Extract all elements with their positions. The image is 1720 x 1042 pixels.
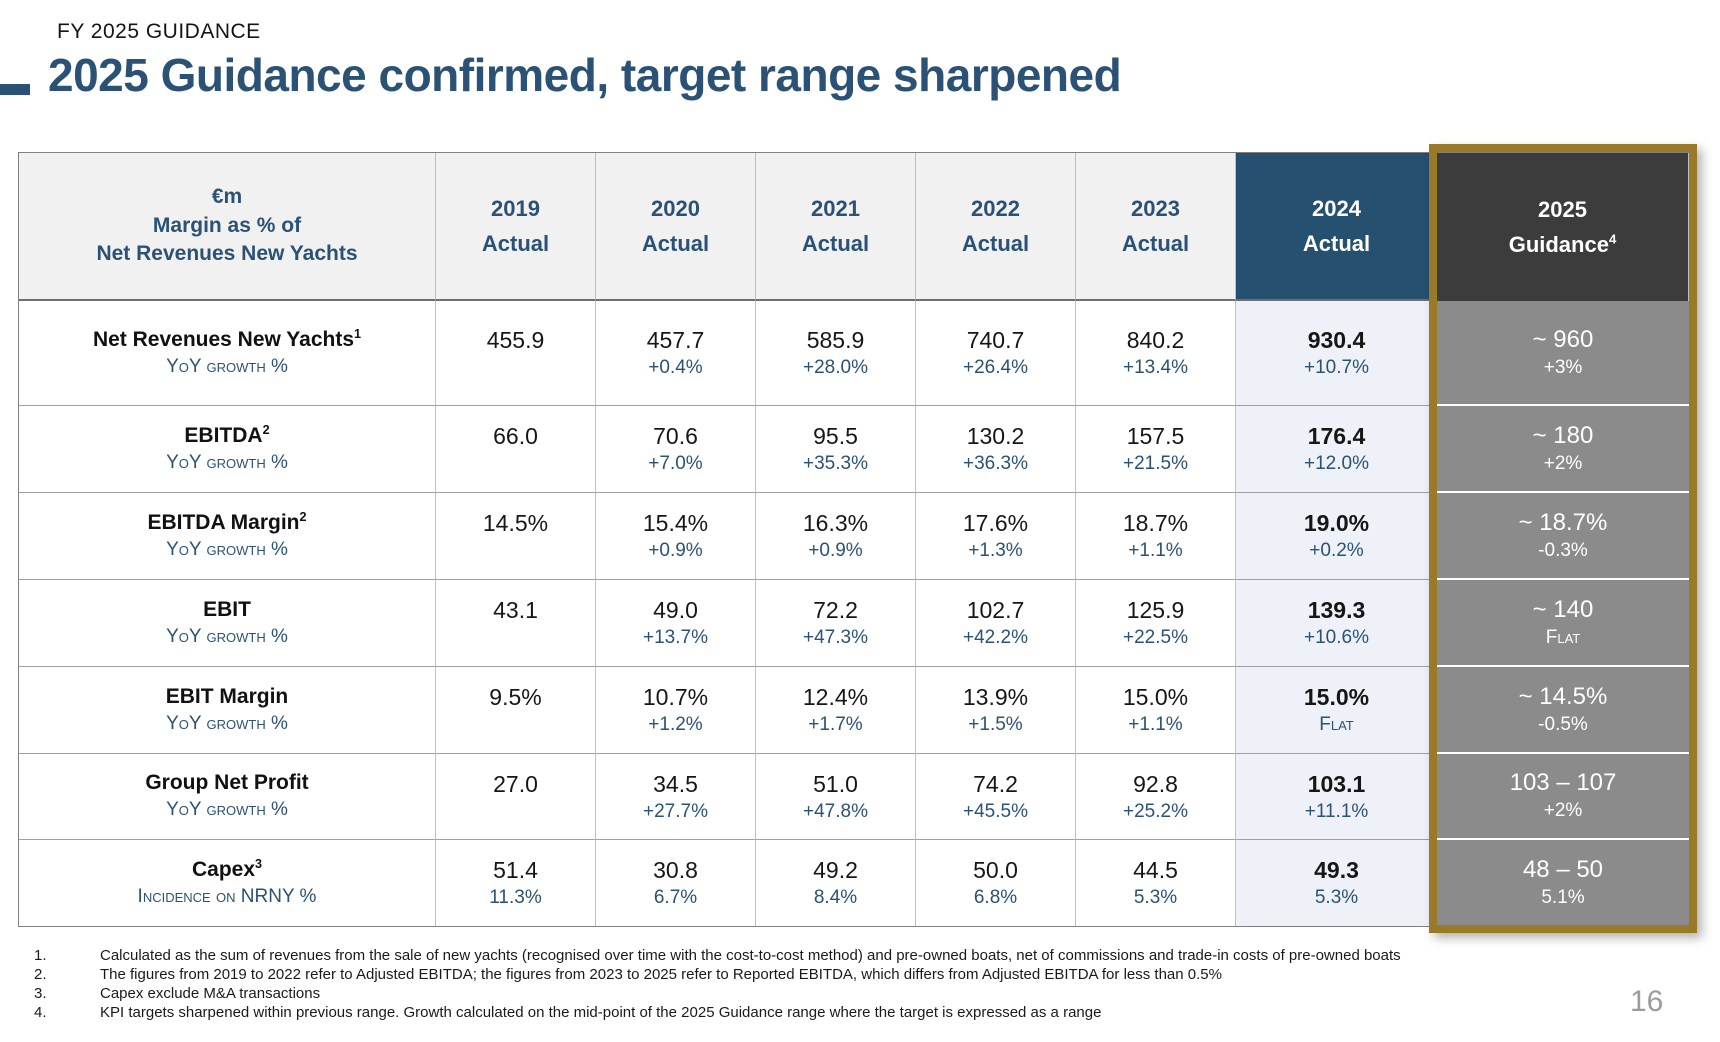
cell-group-net-profit-2024: 103.1 +11.1% xyxy=(1236,754,1437,840)
page-title: 2025 Guidance confirmed, target range sh… xyxy=(48,49,1122,101)
cell-capex-2022: 50.0 6.8% xyxy=(916,840,1076,926)
cell-group-net-profit-2023: 92.8 +25.2% xyxy=(1076,754,1236,840)
cell-net-revenues-2020: 457.7 +0.4% xyxy=(596,301,756,406)
cell-capex-2021: 49.2 8.4% xyxy=(756,840,916,926)
footnote-2: 2. The figures from 2019 to 2022 refer t… xyxy=(34,966,1222,983)
table-header-label: €m Margin as % of Net Revenues New Yacht… xyxy=(19,153,436,301)
row-label-capex: Capex3 Incidence on NRNY % xyxy=(19,840,436,926)
column-header-2023: 2023 Actual xyxy=(1076,153,1236,301)
cell-net-revenues-2023: 840.2 +13.4% xyxy=(1076,301,1236,406)
cell-ebit-2019: 43.1 xyxy=(436,580,596,667)
column-header-2020: 2020 Actual xyxy=(596,153,756,301)
cell-group-net-profit-2020: 34.5 +27.7% xyxy=(596,754,756,840)
cell-ebit-margin-2020: 10.7% +1.2% xyxy=(596,667,756,754)
cell-ebitda-2022: 130.2 +36.3% xyxy=(916,406,1076,493)
footnote-3: 3. Capex exclude M&A transactions xyxy=(34,985,321,1002)
cell-ebit-margin-2022: 13.9% +1.5% xyxy=(916,667,1076,754)
cell-ebitda-2025: ~ 180 +2% xyxy=(1437,406,1689,493)
cell-ebit-2020: 49.0 +13.7% xyxy=(596,580,756,667)
cell-net-revenues-2019: 455.9 xyxy=(436,301,596,406)
title-dash-decoration xyxy=(0,84,30,95)
cell-ebitda-margin-2025: ~ 18.7% -0.3% xyxy=(1437,493,1689,580)
cell-ebitda-2023: 157.5 +21.5% xyxy=(1076,406,1236,493)
cell-capex-2023: 44.5 5.3% xyxy=(1076,840,1236,926)
header-margin-base: Net Revenues New Yachts xyxy=(96,242,358,266)
cell-ebit-2023: 125.9 +22.5% xyxy=(1076,580,1236,667)
cell-net-revenues-2024: 930.4 +10.7% xyxy=(1236,301,1437,406)
cell-ebitda-margin-2020: 15.4% +0.9% xyxy=(596,493,756,580)
cell-net-revenues-2025: ~ 960 +3% xyxy=(1437,301,1689,406)
cell-ebitda-2021: 95.5 +35.3% xyxy=(756,406,916,493)
cell-group-net-profit-2022: 74.2 +45.5% xyxy=(916,754,1076,840)
cell-ebitda-2024: 176.4 +12.0% xyxy=(1236,406,1437,493)
cell-ebitda-margin-2023: 18.7% +1.1% xyxy=(1076,493,1236,580)
cell-ebit-2025: ~ 140 Flat xyxy=(1437,580,1689,667)
cell-ebitda-margin-2019: 14.5% xyxy=(436,493,596,580)
cell-capex-2025: 48 – 50 5.1% xyxy=(1437,840,1689,926)
cell-ebit-margin-2021: 12.4% +1.7% xyxy=(756,667,916,754)
header-unit: €m xyxy=(211,184,243,208)
cell-net-revenues-2021: 585.9 +28.0% xyxy=(756,301,916,406)
row-label-group-net-profit: Group Net Profit YoY growth % xyxy=(19,754,436,840)
header-margin-note: Margin as % of xyxy=(152,213,302,237)
cell-ebitda-margin-2024: 19.0% +0.2% xyxy=(1236,493,1437,580)
cell-ebitda-2019: 66.0 xyxy=(436,406,596,493)
column-header-2021: 2021 Actual xyxy=(756,153,916,301)
cell-ebit-margin-2023: 15.0% +1.1% xyxy=(1076,667,1236,754)
cell-group-net-profit-2025: 103 – 107 +2% xyxy=(1437,754,1689,840)
guidance-table: €m Margin as % of Net Revenues New Yacht… xyxy=(18,152,1690,927)
cell-capex-2020: 30.8 6.7% xyxy=(596,840,756,926)
cell-capex-2024: 49.3 5.3% xyxy=(1236,840,1437,926)
footnote-4: 4. KPI targets sharpened within previous… xyxy=(34,1004,1102,1021)
column-header-2022: 2022 Actual xyxy=(916,153,1076,301)
row-label-ebitda: EBITDA2 YoY growth % xyxy=(19,406,436,493)
cell-ebitda-2020: 70.6 +7.0% xyxy=(596,406,756,493)
cell-ebit-2024: 139.3 +10.6% xyxy=(1236,580,1437,667)
cell-ebit-2021: 72.2 +47.3% xyxy=(756,580,916,667)
footnote-1: 1. Calculated as the sum of revenues fro… xyxy=(34,947,1401,964)
cell-ebitda-margin-2022: 17.6% +1.3% xyxy=(916,493,1076,580)
cell-ebit-margin-2024: 15.0% Flat xyxy=(1236,667,1437,754)
row-label-ebit: EBIT YoY growth % xyxy=(19,580,436,667)
cell-capex-2019: 51.4 11.3% xyxy=(436,840,596,926)
cell-ebitda-margin-2021: 16.3% +0.9% xyxy=(756,493,916,580)
cell-ebit-margin-2019: 9.5% xyxy=(436,667,596,754)
cell-group-net-profit-2021: 51.0 +47.8% xyxy=(756,754,916,840)
column-header-2019: 2019 Actual xyxy=(436,153,596,301)
cell-ebit-2022: 102.7 +42.2% xyxy=(916,580,1076,667)
slide-kicker: FY 2025 GUIDANCE xyxy=(57,20,261,43)
column-header-2024-actual: 2024 Actual xyxy=(1236,153,1437,301)
footnotes: 1. Calculated as the sum of revenues fro… xyxy=(22,946,1602,1022)
cell-net-revenues-2022: 740.7 +26.4% xyxy=(916,301,1076,406)
cell-ebit-margin-2025: ~ 14.5% -0.5% xyxy=(1437,667,1689,754)
cell-group-net-profit-2019: 27.0 xyxy=(436,754,596,840)
row-label-net-revenues: Net Revenues New Yachts1 YoY growth % xyxy=(19,301,436,406)
row-label-ebit-margin: EBIT Margin YoY growth % xyxy=(19,667,436,754)
column-header-2025-guidance: 2025 Guidance4 xyxy=(1437,153,1689,301)
row-label-ebitda-margin: EBITDA Margin2 YoY growth % xyxy=(19,493,436,580)
page-number: 16 xyxy=(1630,985,1664,1018)
